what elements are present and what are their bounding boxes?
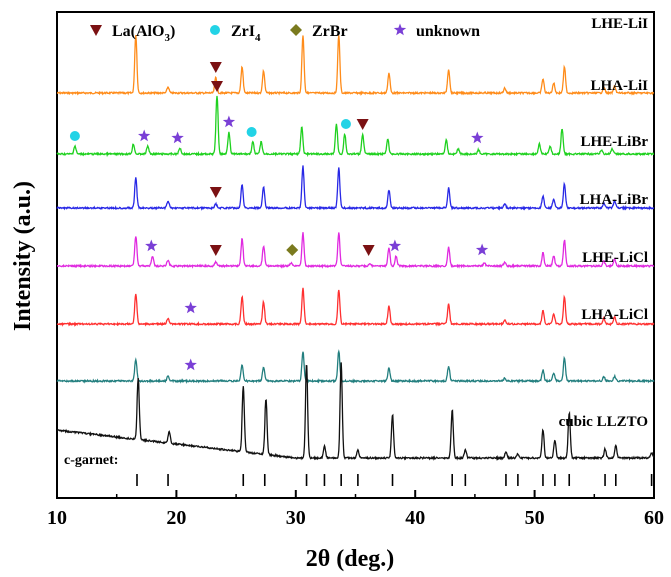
- series-line-lhe-licl: [56, 287, 655, 327]
- star-marker: [222, 115, 236, 128]
- star-legend-icon: [393, 23, 407, 36]
- triangle-down-marker: [209, 187, 222, 198]
- circle-marker: [246, 127, 257, 137]
- reference-peaks: [136, 474, 653, 486]
- legend-label: ZrI4: [231, 23, 261, 44]
- series-label: cubic LLZTO: [559, 414, 648, 430]
- y-axis-label: Intensity (a.u.): [10, 181, 36, 331]
- series-label: LHE-LiCl: [582, 250, 648, 266]
- triangle-down-marker: [210, 81, 223, 92]
- circle-marker: [340, 119, 351, 129]
- x-axis-ticks: 10 20 30 40 50 60: [47, 490, 664, 529]
- circle-legend-icon: [210, 25, 220, 35]
- x-tick-label-60: 60: [644, 507, 664, 529]
- x-tick-label-10: 10: [47, 507, 67, 529]
- legend-label: La(AlO3): [112, 23, 175, 44]
- diamond-legend-icon: [290, 24, 302, 36]
- legend-item-circle: ZrI4: [210, 23, 261, 44]
- legend-label: ZrBr: [312, 23, 348, 40]
- series-label: LHA-LiCl: [581, 307, 648, 323]
- x-tick-label-30: 30: [286, 507, 306, 529]
- reference-label: c-garnet:: [64, 453, 118, 468]
- series-label: LHE-LiI: [591, 16, 648, 32]
- star-marker: [184, 301, 197, 314]
- x-tick-label-40: 40: [405, 507, 425, 529]
- x-tick-label-50: 50: [525, 507, 545, 529]
- star-marker: [184, 358, 197, 371]
- legend: La(AlO3) ZrI4 ZrBr unknown: [90, 23, 480, 44]
- triangle-down-marker: [362, 245, 375, 256]
- legend-item-diamond: ZrBr: [290, 23, 348, 40]
- series-line-lhe-libr: [56, 165, 655, 211]
- star-marker: [471, 131, 484, 144]
- star-marker: [388, 239, 402, 252]
- triangle-down-legend-icon: [90, 25, 102, 36]
- legend-item-triangle-down: La(AlO3): [90, 23, 175, 44]
- diamond-marker: [286, 244, 299, 256]
- series-line-lha-libr: [56, 232, 655, 269]
- series-group: LHE-LiI LHA-LiI LHE-LiBr LHA-LiBr LHE-LiCl LH…: [56, 16, 655, 462]
- star-marker: [145, 239, 158, 252]
- series-label: LHE-LiBr: [580, 134, 648, 150]
- legend-label: unknown: [416, 23, 480, 40]
- series-label: LHA-LiI: [590, 78, 648, 94]
- star-marker: [171, 131, 184, 144]
- triangle-down-marker: [356, 119, 369, 130]
- x-tick-label-20: 20: [166, 507, 186, 529]
- star-marker: [475, 243, 489, 256]
- triangle-down-marker: [209, 62, 222, 73]
- series-line-cubic-llzto: [56, 362, 655, 462]
- phase-markers: [69, 62, 489, 371]
- series-line-lhe-lii: [56, 34, 654, 96]
- star-marker: [138, 129, 151, 142]
- triangle-down-marker: [209, 245, 222, 256]
- x-axis-label: 2θ (deg.): [306, 546, 395, 572]
- legend-item-star: unknown: [393, 23, 480, 40]
- series-line-lha-lii: [56, 95, 655, 158]
- series-line-lha-licl: [56, 349, 655, 384]
- circle-marker: [69, 131, 80, 141]
- series-label: LHA-LiBr: [580, 192, 649, 208]
